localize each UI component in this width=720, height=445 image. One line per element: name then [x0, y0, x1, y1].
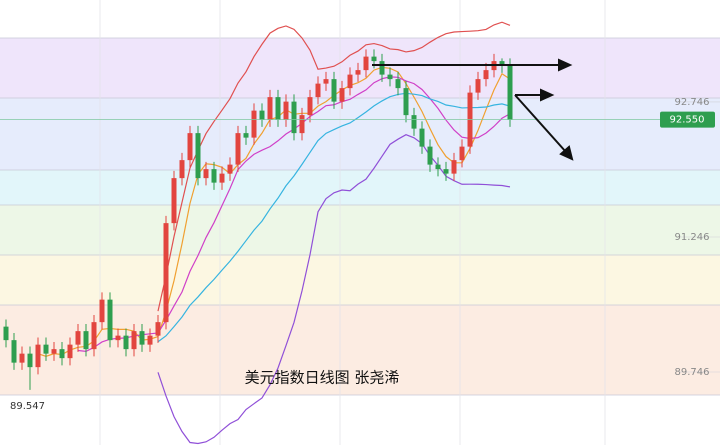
candle-body [155, 322, 161, 336]
candle-body [435, 164, 441, 170]
candle-body [475, 79, 481, 93]
candle-body [307, 97, 313, 116]
candle-body [347, 74, 353, 89]
candle-body [419, 128, 425, 147]
candle-body [267, 97, 273, 120]
candle-body [83, 331, 89, 350]
candle-body [163, 223, 169, 323]
candle-body [171, 178, 177, 224]
candle-body [299, 115, 305, 134]
candle-body [219, 173, 225, 183]
candle-body [275, 97, 281, 120]
chart-title: 美元指数日线图 张尧浠 [245, 369, 400, 387]
candle-body [499, 61, 505, 66]
candle-body [211, 169, 217, 183]
arrows [372, 58, 574, 161]
candle-body [243, 133, 249, 138]
candle-body [379, 61, 385, 75]
candle-body [235, 133, 241, 165]
plot: 92.746 91.246 89.746 92.550 89.547 [0, 21, 720, 445]
candle-body [315, 83, 321, 98]
candle-body [371, 56, 377, 62]
candle-body [99, 299, 105, 323]
last-price-label: 92.550 [670, 115, 705, 126]
candle-body [291, 101, 297, 134]
candle-body [411, 115, 417, 129]
candle-body [51, 349, 57, 354]
candle-body [11, 340, 17, 363]
overlay-line [157, 92, 511, 343]
candle-body [355, 70, 361, 75]
candle-body [451, 160, 457, 174]
candle-body [147, 335, 153, 345]
candle-body [59, 349, 65, 359]
candle-body [251, 110, 257, 138]
band-upper [157, 21, 511, 312]
candle-body [43, 344, 49, 354]
last-price-tag [660, 111, 715, 128]
candle-body [395, 79, 401, 89]
candle-body [75, 331, 81, 345]
candle-body [115, 335, 121, 341]
candle-body [459, 146, 465, 161]
band-lower [157, 134, 511, 445]
candle-body [323, 79, 329, 84]
candle-body [179, 160, 185, 179]
candle-body [427, 146, 433, 165]
candle-body [123, 335, 129, 350]
candle-body [131, 331, 137, 350]
candle-body [107, 299, 113, 341]
candle-body [443, 169, 449, 174]
candle-body [387, 74, 393, 80]
candle-body [283, 101, 289, 120]
candle-body [3, 326, 9, 341]
low-label: 89.547 [10, 401, 45, 412]
candle-body [483, 70, 489, 80]
candle-body [91, 322, 97, 350]
candle-body [27, 353, 33, 368]
y-tick-label: 92.746 [675, 97, 710, 108]
candle-body [331, 79, 337, 102]
candle-body [259, 110, 265, 120]
candle-body [403, 88, 409, 116]
y-tick-label: 91.246 [675, 232, 710, 243]
candle-body [227, 164, 233, 174]
candle-body [195, 133, 201, 179]
candle-body [507, 65, 513, 120]
candle-body [203, 169, 209, 179]
candle-body [67, 344, 73, 359]
candle-body [187, 133, 193, 161]
candle-body [363, 56, 369, 71]
candle-body [339, 88, 345, 102]
candle-body [139, 331, 145, 345]
y-tick-label: 89.746 [675, 367, 710, 378]
candle-body [19, 353, 25, 363]
candle-body [35, 344, 41, 368]
overlay-line [37, 66, 511, 357]
